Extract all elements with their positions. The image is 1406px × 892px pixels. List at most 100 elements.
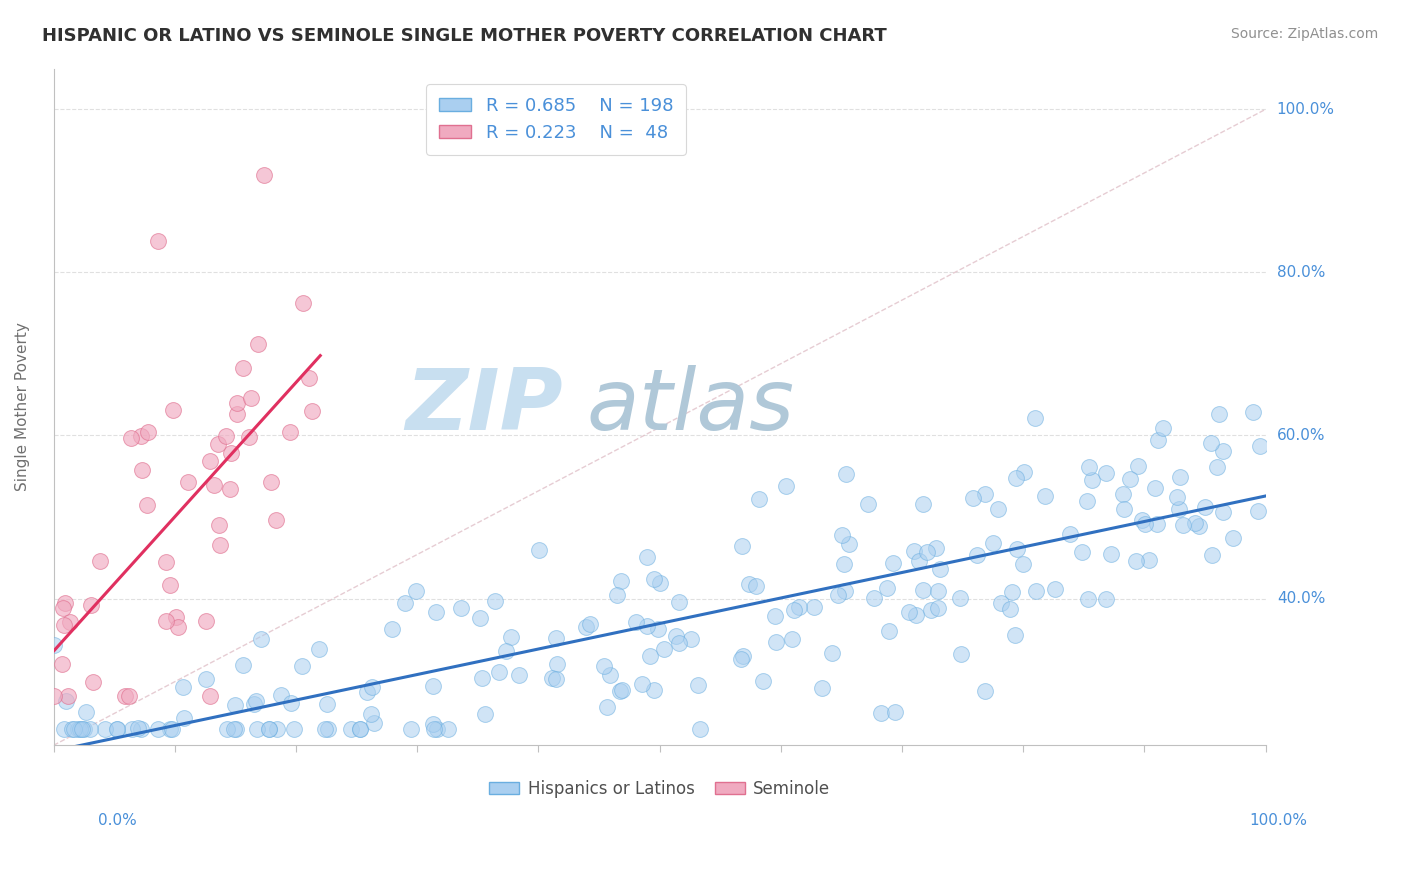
Point (624, 615, 647, 630)
Point (950, 647, 973, 661)
Point (908, 554, 931, 568)
Point (468, 611, 491, 625)
Point (1208, 407, 1230, 421)
Point (1199, 436, 1222, 450)
Point (194, 615, 217, 629)
Point (129, 429, 152, 443)
Point (72, 722, 94, 736)
Point (290, 659, 312, 673)
Point (599, 667, 621, 681)
Point (52, 722, 75, 736)
Point (53, 596, 76, 610)
Text: 100.0%: 100.0% (1277, 102, 1334, 117)
Point (775, 479, 797, 493)
Point (782, 632, 804, 646)
Point (499, 630, 522, 644)
Point (668, 636, 690, 650)
Point (426, 722, 449, 736)
Point (803, 599, 825, 614)
Point (80, 598, 103, 612)
Point (62, 722, 84, 736)
Point (356, 685, 378, 699)
Point (920, 603, 942, 617)
Point (648, 576, 671, 591)
Point (1077, 592, 1099, 607)
Point (208, 518, 231, 533)
Point (1011, 557, 1033, 571)
Point (314, 722, 336, 736)
Point (738, 577, 761, 591)
Point (990, 597, 1012, 611)
Point (349, 722, 371, 736)
Point (316, 698, 339, 712)
Point (105, 722, 128, 736)
Point (360, 706, 382, 721)
Point (821, 646, 844, 660)
Point (51, 657, 73, 672)
Point (752, 674, 775, 689)
Point (360, 680, 382, 694)
Point (291, 296, 314, 310)
Point (172, 680, 194, 694)
Point (765, 608, 787, 623)
Point (681, 632, 703, 647)
Point (1001, 585, 1024, 599)
Point (544, 672, 567, 686)
Point (266, 513, 288, 527)
Point (167, 620, 190, 634)
Point (52, 600, 75, 615)
Point (177, 475, 200, 490)
Point (58, 690, 80, 704)
Point (224, 698, 246, 713)
Text: atlas: atlas (586, 366, 794, 449)
Point (59, 615, 82, 630)
Point (225, 396, 247, 410)
Point (1114, 502, 1136, 516)
Point (904, 607, 927, 622)
Point (925, 541, 948, 555)
Point (869, 706, 891, 720)
Point (596, 700, 619, 714)
Point (1094, 466, 1116, 480)
Point (1146, 516, 1168, 531)
Point (127, 721, 149, 735)
Point (1170, 470, 1192, 484)
Point (1119, 473, 1142, 487)
Point (1212, 443, 1234, 458)
Point (1171, 518, 1194, 533)
Point (1059, 526, 1081, 541)
Point (949, 591, 972, 605)
Point (53, 618, 76, 632)
Point (270, 688, 292, 702)
Point (882, 556, 904, 570)
Point (215, 722, 238, 736)
Point (42, 690, 65, 704)
Point (876, 581, 898, 595)
Text: 80.0%: 80.0% (1277, 265, 1324, 280)
Point (173, 711, 195, 725)
Point (298, 371, 321, 385)
Point (437, 722, 460, 736)
Point (1241, 405, 1264, 419)
Point (974, 684, 997, 698)
Point (783, 603, 806, 617)
Point (159, 577, 181, 591)
Point (219, 482, 242, 496)
Point (546, 657, 568, 671)
Point (643, 682, 665, 697)
Point (239, 392, 262, 406)
Point (160, 722, 183, 736)
Point (832, 557, 855, 571)
Point (215, 429, 238, 443)
Point (283, 722, 305, 736)
Point (606, 588, 628, 602)
Point (1000, 602, 1022, 616)
Point (544, 631, 567, 645)
Point (665, 629, 688, 643)
Point (1125, 554, 1147, 568)
Point (249, 632, 271, 646)
Point (136, 498, 159, 512)
Point (422, 716, 444, 731)
Point (647, 622, 669, 636)
Text: 40.0%: 40.0% (1277, 591, 1324, 606)
